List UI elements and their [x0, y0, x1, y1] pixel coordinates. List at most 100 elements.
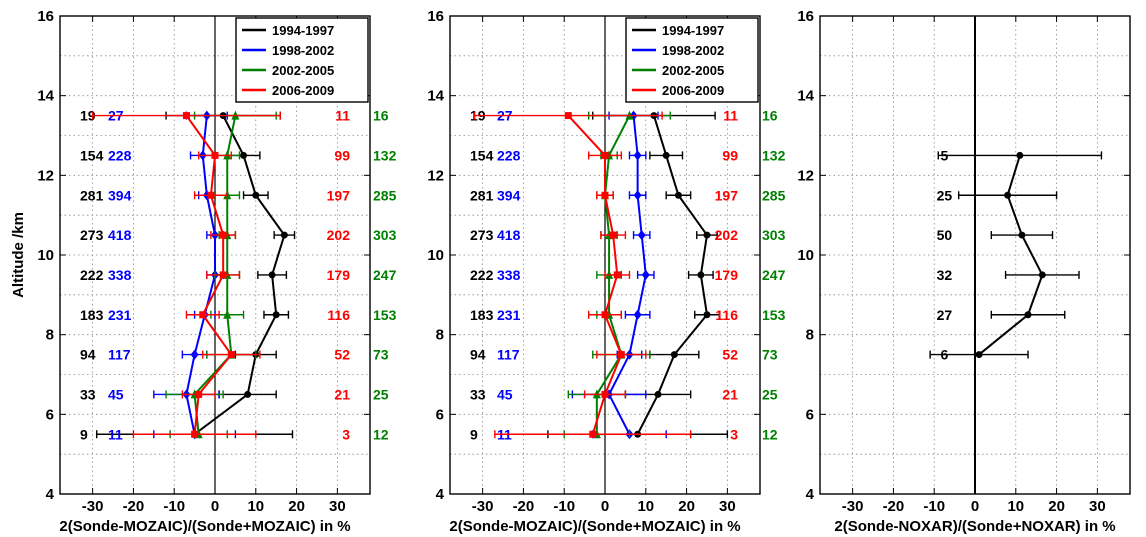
legend: 1994-1997 1998-2002 2002-2005 2006-2009 — [235, 17, 369, 103]
x-tick-label: 30 — [329, 498, 346, 515]
count-label: 6 — [941, 347, 949, 363]
count-label: 11 — [335, 108, 350, 124]
count-label: 179 — [327, 267, 351, 283]
count-label: 116 — [715, 307, 738, 323]
count-label: 183 — [470, 307, 494, 323]
count-label: 285 — [373, 187, 397, 203]
count-label: 153 — [373, 307, 397, 323]
count-label: 94 — [470, 347, 486, 363]
x-tick-label: 10 — [247, 498, 264, 515]
count-label: 228 — [497, 147, 521, 163]
count-label: 11 — [108, 426, 123, 442]
x-tick-label: 10 — [1007, 498, 1024, 515]
data-point — [190, 349, 199, 360]
count-label: 73 — [762, 347, 778, 363]
count-label: 16 — [373, 108, 389, 124]
data-point — [252, 191, 260, 199]
data-point — [641, 269, 650, 280]
count-label: 73 — [373, 347, 389, 363]
y-tick-label: 12 — [797, 167, 814, 184]
count-label: 11 — [723, 108, 738, 124]
x-tick-label: -30 — [842, 498, 864, 515]
count-label: 25 — [937, 187, 953, 203]
legend: 1994-1997 1998-2002 2002-2005 2006-2009 — [625, 17, 759, 103]
count-label: 179 — [715, 267, 739, 283]
y-tick-label: 6 — [806, 406, 814, 423]
count-label: 117 — [108, 347, 131, 363]
x-tick-label: 20 — [288, 498, 305, 515]
x-tick-label: -20 — [883, 498, 905, 515]
data-point — [674, 191, 682, 199]
count-label: 9 — [80, 426, 88, 442]
count-label: 153 — [762, 307, 786, 323]
x-tick-label: -10 — [923, 498, 945, 515]
y-tick-label: 4 — [46, 486, 55, 503]
count-label: 27 — [937, 307, 953, 323]
data-point — [670, 351, 678, 359]
y-tick-label: 6 — [436, 406, 444, 423]
data-point — [272, 311, 280, 319]
count-label: 3 — [730, 426, 738, 442]
count-label: 303 — [762, 227, 786, 243]
legend-label: 2006-2009 — [272, 83, 334, 98]
x-tick-label: 0 — [211, 498, 219, 515]
data-point — [1018, 231, 1026, 239]
data-point — [609, 231, 617, 239]
count-label: 228 — [108, 147, 132, 163]
x-tick-label: -20 — [123, 498, 145, 515]
data-point — [662, 151, 670, 159]
count-label: 21 — [722, 386, 738, 402]
count-label: 32 — [937, 267, 953, 283]
count-label: 132 — [762, 147, 786, 163]
count-label: 247 — [373, 267, 397, 283]
x-tick-label: 20 — [1048, 498, 1065, 515]
x-tick-label: 0 — [971, 498, 979, 515]
legend-label: 1994-1997 — [662, 23, 724, 38]
data-point — [564, 112, 572, 120]
y-tick-label: 14 — [427, 88, 444, 105]
count-label: 154 — [80, 147, 104, 163]
data-point — [240, 151, 248, 159]
count-label: 117 — [497, 347, 520, 363]
count-label: 116 — [327, 307, 350, 323]
data-point — [207, 191, 215, 199]
count-label: 303 — [373, 227, 397, 243]
x-tick-label: 10 — [637, 498, 654, 515]
y-tick-label: 4 — [806, 486, 815, 503]
legend-label: 2006-2009 — [662, 83, 724, 98]
data-point — [589, 430, 597, 438]
data-point — [633, 190, 642, 201]
count-label: 222 — [80, 267, 104, 283]
count-label: 16 — [762, 108, 778, 124]
legend-label: 2002-2005 — [662, 63, 724, 78]
data-point — [703, 311, 711, 319]
series-line — [978, 155, 1044, 356]
data-point — [182, 112, 190, 120]
data-point — [654, 390, 662, 398]
data-point — [195, 390, 203, 398]
y-tick-label: 16 — [37, 8, 54, 25]
count-label: 45 — [497, 386, 513, 402]
data-point — [1024, 311, 1032, 319]
y-axis-label: Altitude /km — [10, 212, 27, 298]
count-label: 281 — [470, 187, 494, 203]
data-point — [219, 231, 227, 239]
x-tick-label: 30 — [719, 498, 736, 515]
y-tick-label: 16 — [427, 8, 444, 25]
count-label: 94 — [80, 347, 96, 363]
count-label: 25 — [373, 386, 389, 402]
count-label: 247 — [762, 267, 786, 283]
count-label: 3 — [342, 426, 350, 442]
series-2006-2009 — [91, 111, 281, 439]
y-tick-label: 10 — [427, 247, 444, 264]
count-label: 21 — [334, 386, 350, 402]
legend-box — [625, 17, 759, 103]
y-tick-label: 10 — [37, 247, 54, 264]
data-point — [244, 390, 252, 398]
count-label: 281 — [80, 187, 104, 203]
count-label: 183 — [80, 307, 104, 323]
series-2006-2009 — [473, 111, 692, 439]
data-point — [601, 390, 609, 398]
x-tick-label: 30 — [1089, 498, 1106, 515]
count-label: 52 — [722, 347, 738, 363]
